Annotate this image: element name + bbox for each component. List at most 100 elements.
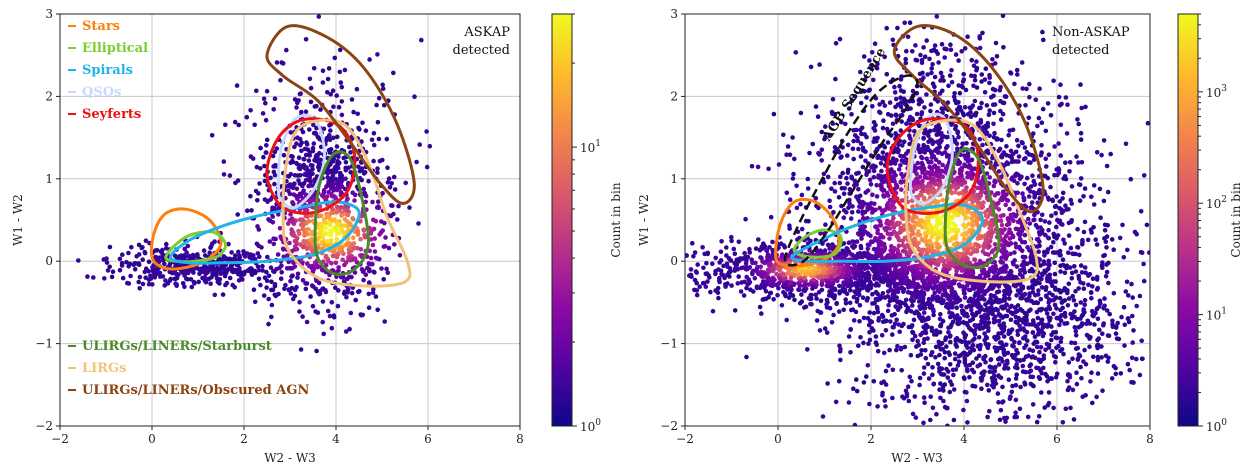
density-point: [1101, 198, 1107, 204]
density-point: [977, 105, 982, 111]
density-point: [972, 77, 978, 83]
density-point: [306, 158, 312, 163]
density-point: [297, 166, 303, 172]
density-point: [841, 307, 846, 313]
density-point: [320, 68, 326, 74]
density-point: [272, 172, 278, 178]
density-point: [325, 76, 331, 82]
density-point: [300, 226, 306, 232]
density-point: [870, 192, 875, 198]
density-point: [339, 84, 345, 90]
density-point: [888, 133, 894, 138]
density-point: [1073, 251, 1078, 257]
density-point: [852, 275, 858, 281]
density-point: [916, 342, 921, 348]
density-point: [1054, 371, 1060, 377]
density-point: [370, 242, 376, 248]
density-point: [308, 99, 314, 105]
density-point: [968, 251, 974, 256]
density-point: [254, 241, 260, 247]
density-point: [188, 277, 194, 282]
density-point: [292, 97, 298, 102]
density-point: [1058, 335, 1064, 341]
density-point: [823, 222, 828, 227]
density-point: [403, 180, 409, 186]
density-point: [335, 162, 341, 167]
density-point: [918, 332, 923, 338]
density-point: [232, 253, 238, 258]
density-point: [223, 122, 228, 128]
density-point: [917, 232, 923, 238]
density-point: [875, 61, 880, 67]
density-point: [998, 84, 1003, 90]
density-point: [1089, 194, 1094, 200]
density-point: [1015, 72, 1020, 77]
density-point: [882, 295, 888, 300]
density-point: [942, 55, 947, 60]
density-point: [424, 129, 429, 134]
density-point: [367, 267, 372, 272]
density-point: [928, 394, 933, 400]
density-point: [841, 191, 847, 196]
density-point: [828, 284, 834, 290]
density-point: [1026, 285, 1031, 291]
density-point: [288, 291, 294, 296]
density-point: [1048, 113, 1054, 118]
density-point: [897, 83, 902, 89]
density-point: [1141, 261, 1146, 267]
density-point: [117, 256, 123, 262]
density-point: [792, 156, 797, 162]
density-point: [333, 285, 338, 291]
density-point: [286, 174, 292, 179]
density-point: [1057, 248, 1063, 254]
density-point: [1000, 384, 1005, 390]
density-point: [902, 301, 907, 306]
density-point: [690, 241, 695, 246]
density-point: [1082, 302, 1087, 308]
density-point: [856, 146, 861, 152]
density-point: [776, 162, 782, 167]
y-tick-label-3: 1: [45, 172, 53, 186]
density-point: [375, 170, 380, 175]
density-point: [352, 192, 358, 198]
density-point: [1008, 71, 1014, 76]
density-point: [850, 204, 855, 209]
density-point: [798, 201, 803, 207]
density-point: [295, 275, 300, 280]
density-point: [1130, 313, 1135, 319]
density-point: [339, 213, 344, 218]
density-point: [382, 319, 388, 324]
density-point: [294, 235, 300, 241]
density-point: [1041, 356, 1047, 361]
density-point: [294, 186, 300, 192]
density-point: [880, 314, 886, 320]
density-point: [1094, 277, 1100, 282]
density-point: [1103, 274, 1109, 279]
density-point: [1099, 152, 1104, 158]
density-point: [76, 258, 81, 263]
density-point: [1102, 296, 1107, 301]
density-point: [875, 348, 881, 354]
density-point: [979, 72, 985, 77]
density-point: [822, 326, 828, 331]
density-point: [1046, 258, 1051, 264]
density-point: [942, 355, 947, 361]
density-point: [854, 388, 860, 394]
density-point: [1085, 237, 1091, 243]
density-point: [747, 246, 752, 252]
density-point: [1016, 159, 1021, 164]
density-point: [391, 70, 396, 76]
density-point: [363, 193, 369, 199]
density-point: [381, 277, 387, 282]
legend-bottom-entry-1: LIRGs: [82, 361, 126, 376]
density-point: [953, 342, 959, 348]
density-point: [943, 145, 949, 151]
density-point: [1075, 226, 1080, 232]
density-point: [380, 82, 386, 88]
density-point: [201, 248, 207, 253]
density-point: [896, 243, 902, 249]
density-point: [865, 363, 871, 368]
density-point: [1043, 156, 1048, 162]
density-point: [808, 64, 814, 70]
density-point: [380, 86, 386, 91]
